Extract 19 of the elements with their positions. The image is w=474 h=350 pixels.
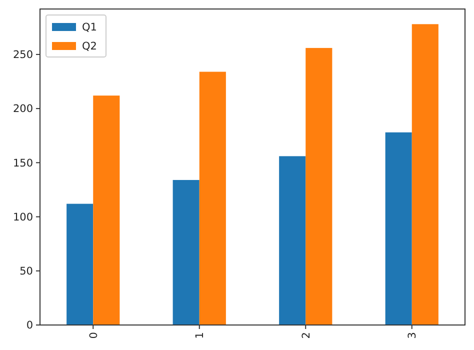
legend-label: Q2 (82, 40, 97, 53)
y-tick-label: 100 (12, 211, 33, 224)
y-tick-label: 250 (12, 49, 33, 62)
y-tick-label: 50 (20, 266, 33, 278)
bar (199, 72, 226, 325)
bar (66, 204, 94, 325)
x-tick-label: 3 (406, 332, 419, 339)
legend-label: Q1 (82, 22, 97, 34)
x-tick-label: 2 (300, 332, 312, 339)
y-tick-label: 150 (12, 157, 33, 170)
x-tick-label: 0 (88, 332, 100, 339)
bar (385, 132, 412, 325)
bar (93, 96, 120, 325)
x-tick-label: 1 (194, 332, 206, 339)
bar (279, 156, 306, 325)
bar (306, 48, 332, 325)
bar (412, 24, 438, 325)
y-tick-label: 200 (12, 103, 33, 116)
bar (172, 180, 200, 325)
